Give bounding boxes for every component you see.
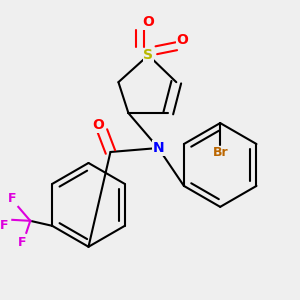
Text: N: N — [152, 141, 164, 155]
Text: S: S — [143, 48, 153, 62]
Text: O: O — [176, 33, 188, 47]
Text: O: O — [92, 118, 104, 132]
Text: F: F — [0, 219, 9, 232]
Text: F: F — [18, 236, 26, 249]
Text: F: F — [8, 192, 16, 206]
Text: O: O — [142, 15, 154, 29]
Text: Br: Br — [212, 146, 228, 160]
